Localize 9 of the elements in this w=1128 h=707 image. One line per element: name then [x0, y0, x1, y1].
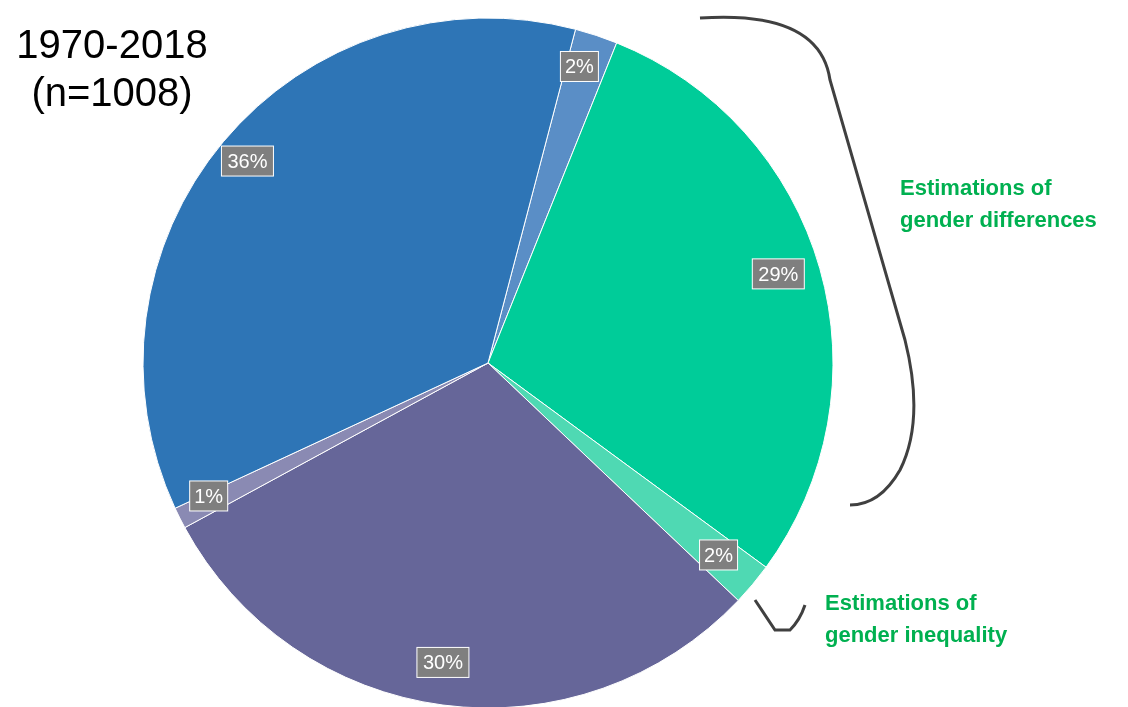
data-label: 29%: [758, 262, 799, 285]
data-label: 1%: [194, 484, 224, 507]
data-label: 30%: [422, 651, 464, 674]
data-label: 2%: [564, 55, 595, 78]
data-label: 2%: [704, 543, 734, 566]
text: 1970-2018 (n=1008): [16, 22, 208, 114]
text: Estimations of gender inequality: [825, 590, 1008, 647]
data-label: 36%: [227, 150, 268, 173]
text: Estimations of gender differences: [900, 175, 1097, 232]
